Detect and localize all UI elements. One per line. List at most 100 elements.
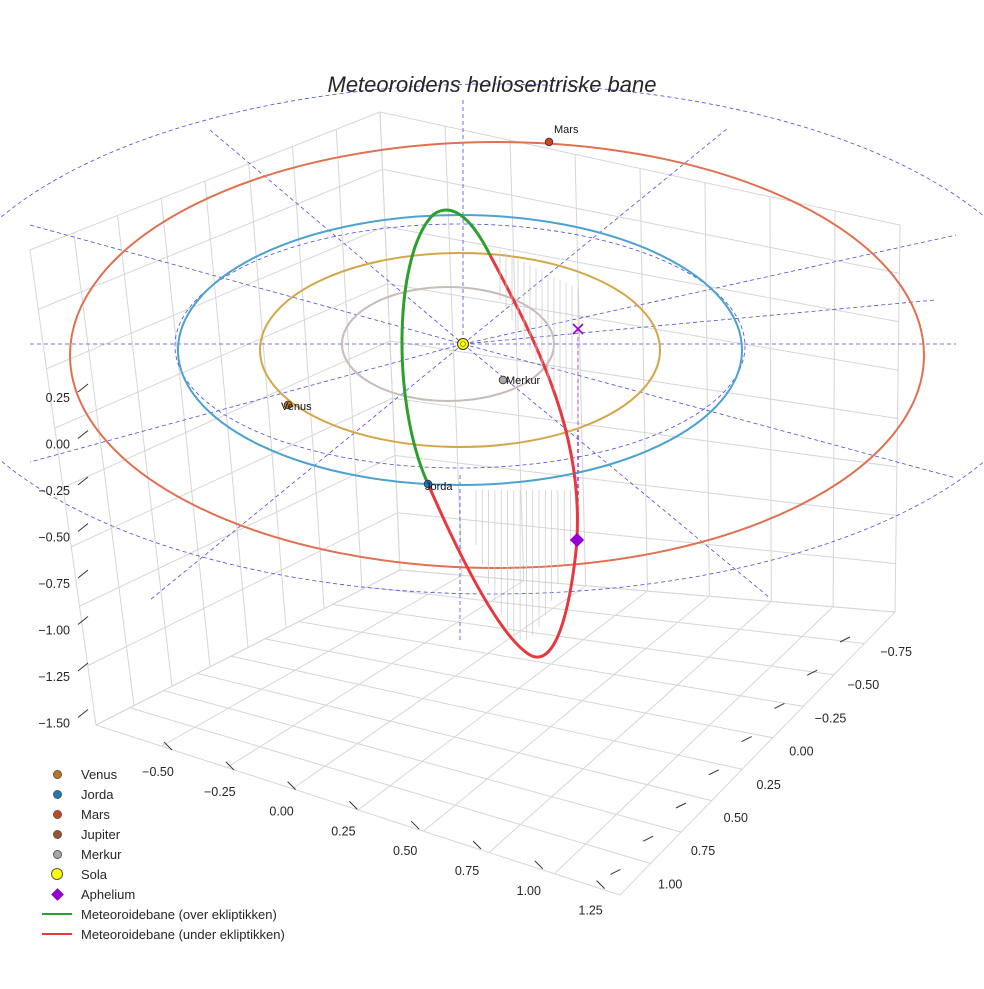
guide-ray — [462, 234, 957, 345]
legend-item: Mars — [40, 804, 285, 824]
x-tick-label: 1.00 — [517, 884, 541, 898]
legend-key-line — [40, 933, 74, 935]
z-tick-mark — [77, 430, 89, 439]
legend-key-dot — [40, 809, 74, 819]
guide-ray — [29, 343, 464, 463]
legend-item: Jupiter — [40, 824, 285, 844]
x-tick-mark — [410, 820, 420, 830]
x-tick-mark — [596, 880, 605, 889]
legend-label: Meteoroidebane (under ekliptikken) — [81, 926, 285, 942]
y-tick-mark — [839, 636, 851, 643]
legend-label: Mars — [81, 806, 110, 822]
legend-key-dot — [40, 849, 74, 859]
right-wall-gridline-v — [384, 226, 899, 323]
z-tick-label: 0.00 — [46, 438, 70, 452]
right-wall-gridline-v — [382, 168, 900, 274]
guide-ray — [149, 343, 464, 601]
left-wall-gridline-v — [29, 111, 381, 251]
trajectory-under-ecliptic — [426, 254, 580, 659]
legend-symbol — [42, 933, 72, 935]
floor-gridline-v — [226, 580, 525, 768]
y-tick-label: 0.00 — [789, 745, 813, 759]
legend-label: Jupiter — [81, 826, 121, 842]
legend-key-dot — [40, 829, 74, 839]
y-tick-mark — [642, 835, 654, 842]
z-tick-label: −0.50 — [38, 531, 70, 545]
y-tick-mark — [806, 669, 818, 676]
legend-item: Venus — [40, 764, 285, 784]
z-tick-mark — [77, 383, 89, 393]
x-tick-mark — [225, 761, 235, 771]
tick-layer: 0.25 0.00 −0.25 −0.50 −0.75 −1.00 −1.25 −1.50 −0… — [38, 383, 912, 918]
guide-ray — [462, 343, 957, 479]
legend-symbol — [52, 769, 62, 779]
legend-key-dot — [40, 769, 74, 779]
floor-gridline-v — [554, 606, 834, 875]
x-tick-mark — [349, 801, 358, 810]
floor-gridline-v — [357, 590, 648, 811]
z-tick-mark — [77, 523, 89, 532]
legend-symbol — [42, 913, 72, 915]
planet-jorda-label: Jorda — [425, 481, 453, 493]
outer-guide-ellipse — [0, 83, 984, 595]
left-wall-gridline-v — [38, 168, 383, 310]
planet-jorda-marker — [423, 479, 433, 489]
floor-gridline-v — [292, 585, 586, 790]
floor-gridline-v — [95, 569, 401, 726]
guide-ray — [462, 299, 936, 345]
legend-item: Jorda — [40, 784, 285, 804]
right-wall-gridline-v — [387, 283, 899, 371]
x-tick-label: −0.50 — [142, 765, 174, 779]
legend-label: Merkur — [81, 846, 122, 862]
y-tick-label: 0.25 — [756, 778, 780, 792]
guide-ray — [462, 343, 771, 599]
planet-venus-label: Venus — [281, 401, 312, 413]
guide-ray — [209, 129, 464, 345]
y-tick-mark — [610, 868, 621, 875]
floor-gridline-v — [423, 595, 710, 832]
legend-item: Aphelium — [40, 884, 285, 904]
legend-label: Sola — [81, 866, 108, 882]
legend-key-line — [40, 913, 74, 915]
y-tick-label: 1.00 — [658, 877, 682, 891]
z-tick-mark — [77, 616, 89, 625]
orbit-jorda — [177, 214, 743, 486]
y-tick-label: 0.50 — [724, 811, 748, 825]
x-tick-mark — [534, 860, 544, 870]
z-tick-label: −0.25 — [38, 484, 70, 498]
legend-item: Merkur — [40, 844, 285, 864]
trajectory-over-ecliptic — [400, 208, 492, 485]
legend-key-dot — [40, 789, 74, 799]
right-wall-gridline-v — [394, 455, 897, 516]
right-wall-gridline-v — [397, 512, 896, 565]
x-tick-mark — [287, 781, 296, 790]
left-wall-gridline-v — [46, 226, 386, 370]
sun-marker — [457, 338, 469, 350]
orbit-mars — [69, 141, 925, 569]
right-wall-gridline-v — [392, 397, 897, 468]
right-wall-gridline-v — [379, 111, 901, 226]
legend-label: Jorda — [81, 786, 114, 802]
legend-symbol — [52, 809, 62, 819]
z-tick-label: −0.75 — [38, 577, 70, 591]
z-tick-label: −1.00 — [38, 624, 70, 638]
legend-item: Meteoroidebane (over ekliptikken) — [40, 904, 285, 924]
y-tick-mark — [708, 769, 720, 776]
x-tick-label: 1.25 — [578, 904, 602, 918]
x-tick-label: −0.25 — [204, 785, 236, 799]
legend-symbol — [51, 868, 63, 880]
legend-symbol — [52, 849, 62, 859]
legend-label: Venus — [81, 766, 118, 782]
y-tick-label: 0.75 — [691, 844, 715, 858]
x-tick-label: 0.50 — [393, 844, 417, 858]
legend-label: Meteoroidebane (over ekliptikken) — [81, 906, 277, 922]
planet-mars-marker — [544, 137, 554, 147]
left-wall-gridline-v — [87, 512, 398, 667]
guide-ray — [462, 127, 729, 345]
orbit-layer — [69, 141, 925, 569]
legend-symbol — [52, 829, 62, 839]
left-wall-gridline-v — [62, 340, 391, 488]
legend-label: Aphelium — [81, 886, 136, 902]
y-tick-mark — [774, 702, 785, 709]
guide-ray — [29, 224, 464, 345]
